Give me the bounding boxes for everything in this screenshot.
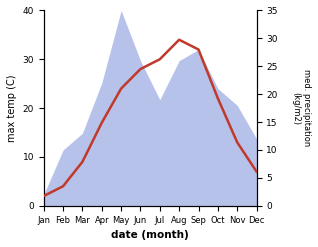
Y-axis label: med. precipitation
(kg/m2): med. precipitation (kg/m2) xyxy=(292,69,311,147)
Y-axis label: max temp (C): max temp (C) xyxy=(7,74,17,142)
X-axis label: date (month): date (month) xyxy=(111,230,189,240)
